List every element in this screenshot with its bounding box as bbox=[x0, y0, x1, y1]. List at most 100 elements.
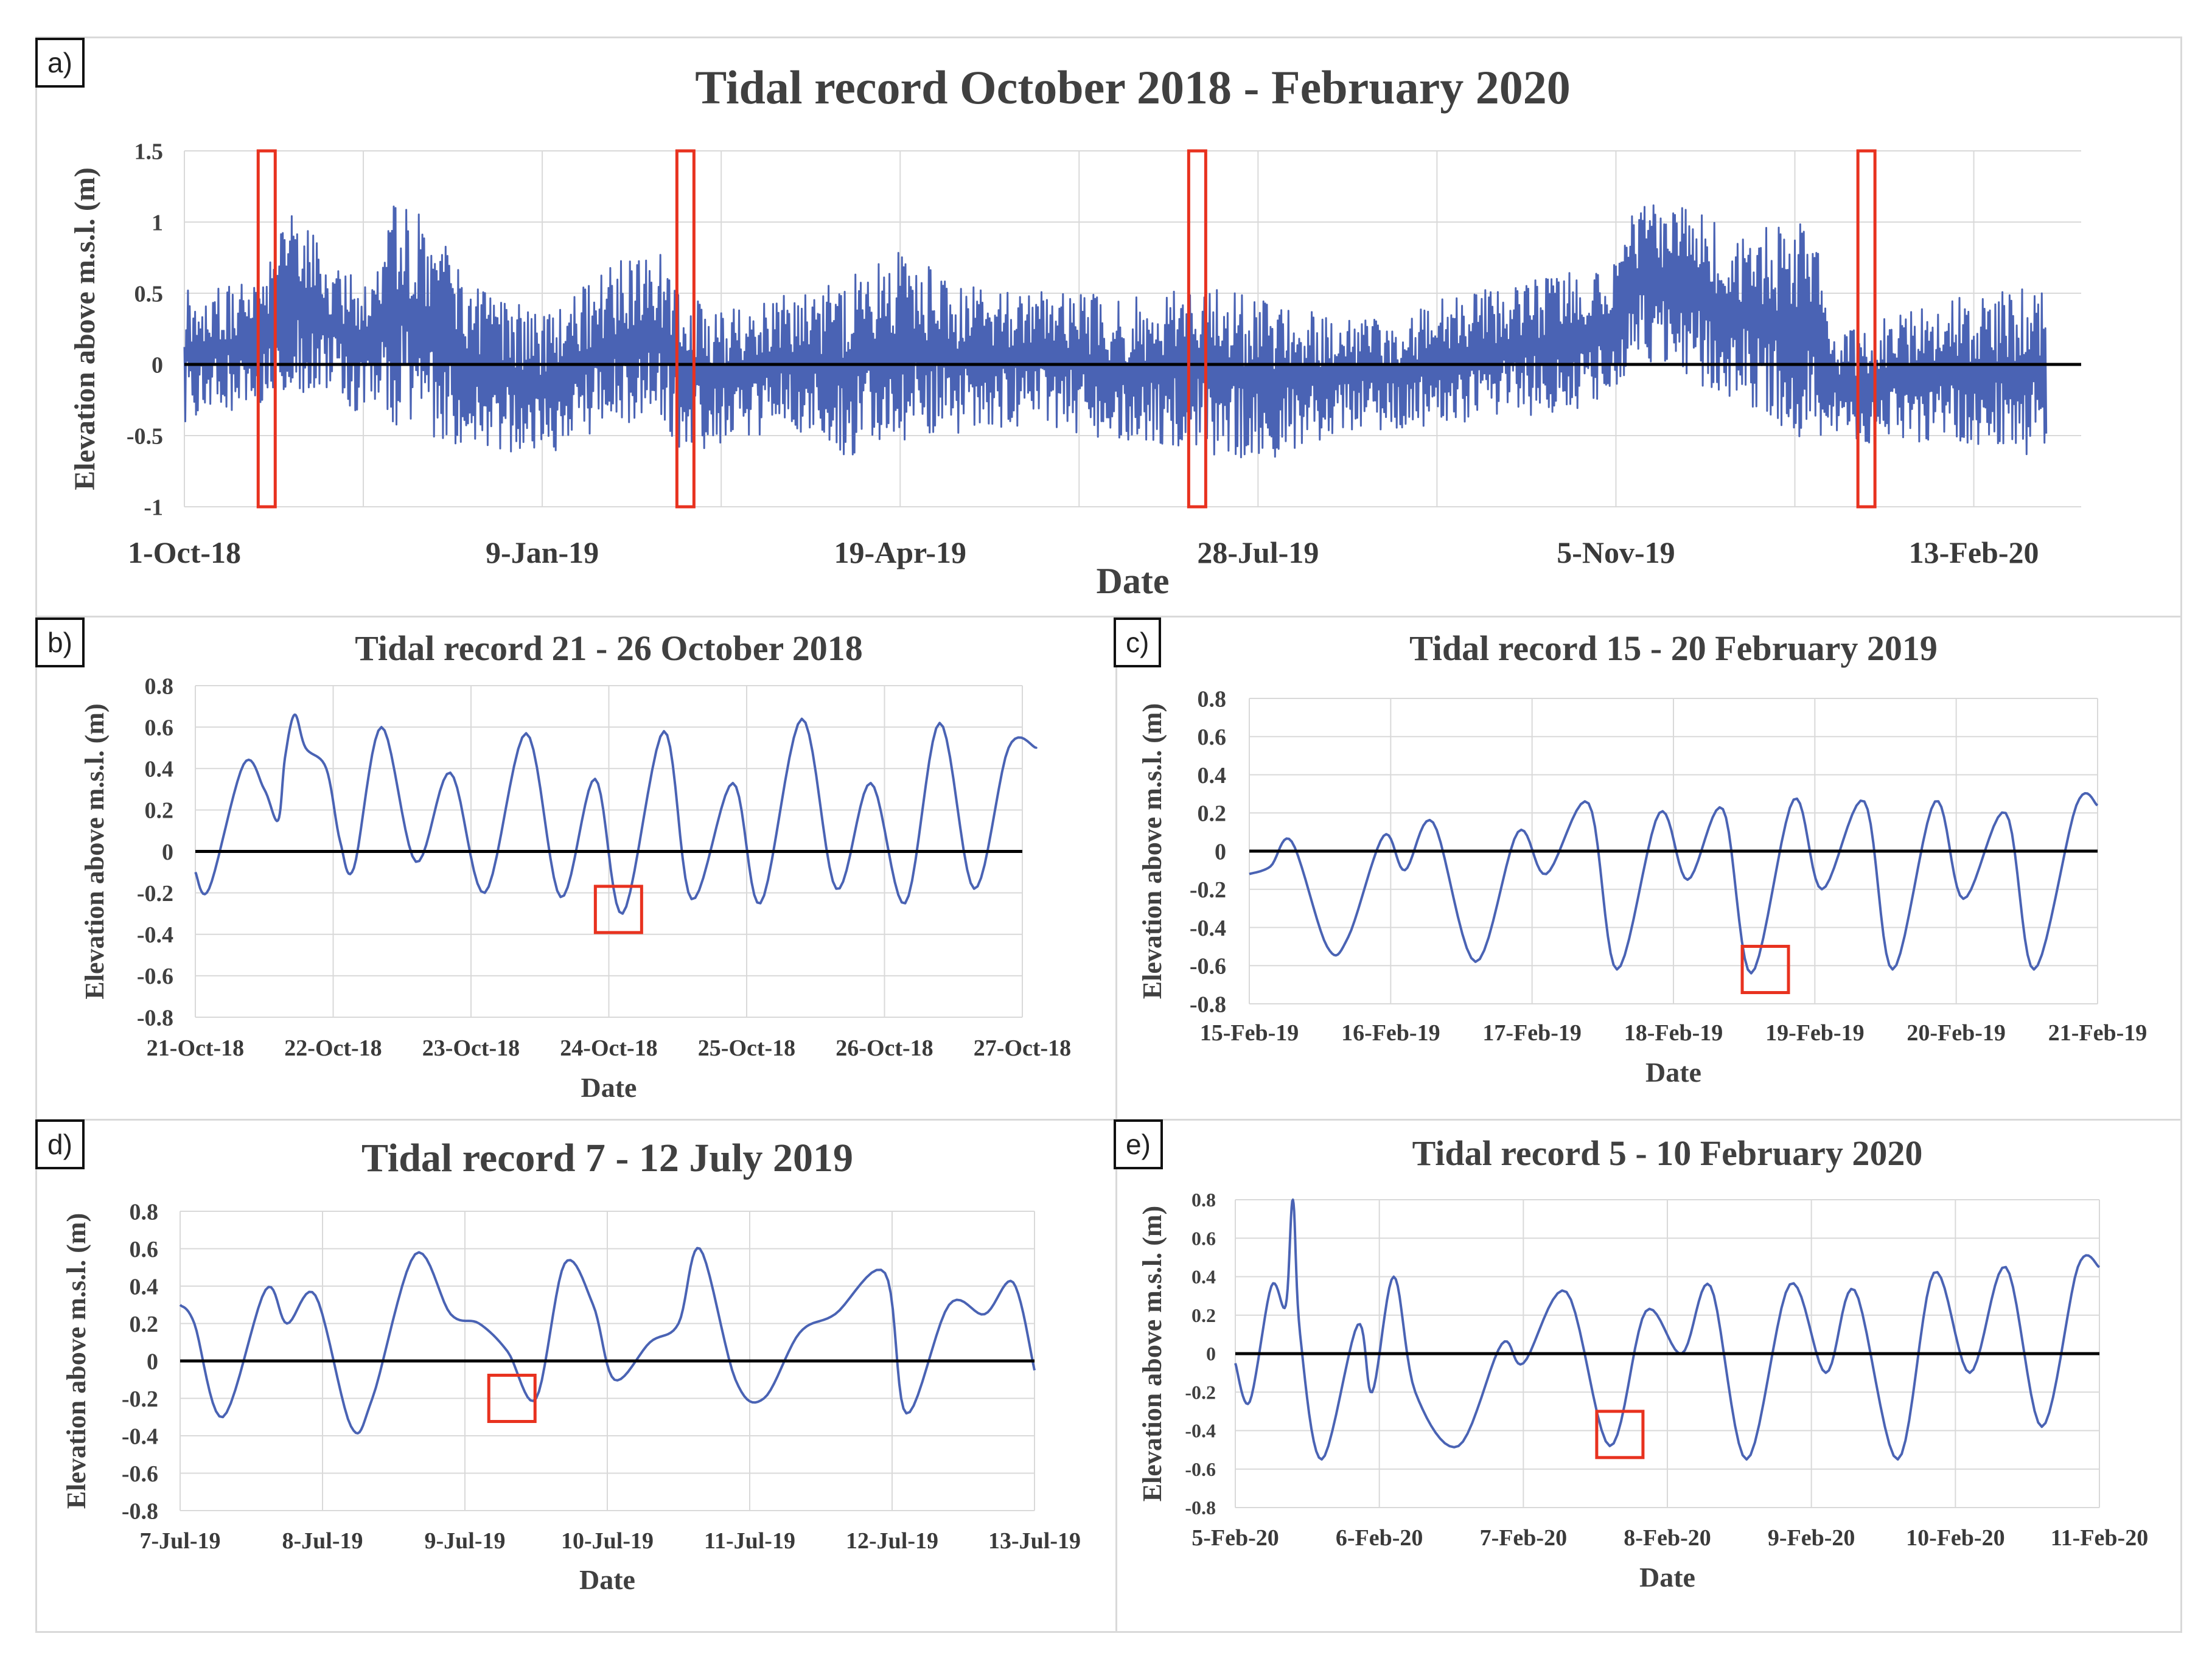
x-tick-label: 28-Jul-19 bbox=[1197, 535, 1319, 569]
chart-title: Tidal record 15 - 20 February 2019 bbox=[1409, 628, 1938, 668]
y-tick-label: 0.8 bbox=[1198, 686, 1227, 712]
y-tick-label: 1 bbox=[152, 210, 163, 235]
y-tick-label: -0.4 bbox=[137, 922, 173, 948]
series-line-tidal-elevation bbox=[194, 713, 1038, 915]
x-tick-label: 10-Feb-20 bbox=[1906, 1525, 2005, 1551]
x-tick-label: 24-Oct-18 bbox=[560, 1035, 657, 1061]
y-tick-label: -0.2 bbox=[137, 881, 173, 906]
x-axis-label: Date bbox=[1639, 1562, 1695, 1593]
y-tick-label: 0.6 bbox=[145, 715, 174, 740]
y-tick-label: -0.2 bbox=[122, 1386, 158, 1412]
chart-b-group bbox=[194, 685, 1038, 1018]
y-axis-label: Elevation above m.s.l. (m) bbox=[1137, 1206, 1167, 1501]
chart-title: Tidal record 5 - 10 February 2020 bbox=[1412, 1133, 1923, 1173]
highlight-box bbox=[675, 149, 696, 509]
y-tick-label: 0.8 bbox=[1191, 1189, 1216, 1211]
y-tick-label: 0 bbox=[152, 352, 163, 378]
highlight-box bbox=[1595, 1410, 1645, 1460]
panel-label-d: d) bbox=[35, 1119, 85, 1169]
x-tick-label: 6-Feb-20 bbox=[1336, 1525, 1423, 1551]
x-tick-label: 5-Nov-19 bbox=[1557, 535, 1675, 569]
x-tick-label: 7-Feb-20 bbox=[1480, 1525, 1568, 1551]
highlight-box bbox=[1856, 149, 1877, 509]
y-tick-label: -0.8 bbox=[1190, 992, 1226, 1017]
x-tick-label: 9-Jul-19 bbox=[425, 1528, 506, 1554]
panel-d bbox=[35, 1119, 1117, 1633]
y-tick-label: -1 bbox=[144, 495, 163, 520]
y-tick-label: -0.6 bbox=[122, 1461, 158, 1487]
y-tick-label: -0.5 bbox=[127, 423, 163, 449]
y-tick-label: -0.2 bbox=[1185, 1381, 1216, 1403]
y-tick-label: 1.5 bbox=[134, 139, 164, 164]
y-axis-label: Elevation above m.s.l. (m) bbox=[1137, 703, 1167, 999]
highlight-box bbox=[1740, 945, 1790, 995]
x-tick-label: 19-Feb-19 bbox=[1765, 1020, 1865, 1046]
highlight-box bbox=[487, 1374, 537, 1423]
y-tick-label: 0.4 bbox=[130, 1274, 159, 1299]
x-tick-label: 25-Oct-18 bbox=[698, 1035, 795, 1061]
highlight-box bbox=[1187, 149, 1207, 509]
chart-title: Tidal record 21 - 26 October 2018 bbox=[355, 628, 863, 668]
chart-title: Tidal record October 2018 - February 202… bbox=[695, 61, 1571, 114]
panel-label-c: c) bbox=[1114, 618, 1162, 667]
y-tick-label: 0 bbox=[1215, 839, 1226, 865]
y-tick-label: 0.4 bbox=[145, 757, 174, 782]
x-tick-label: 22-Oct-18 bbox=[284, 1035, 382, 1061]
y-axis-label: Elevation above m.s.l. (m) bbox=[80, 703, 110, 999]
y-tick-label: 0.6 bbox=[1198, 725, 1227, 750]
y-tick-label: -0.4 bbox=[122, 1424, 158, 1449]
x-tick-label: 13-Feb-20 bbox=[1909, 535, 2039, 569]
x-tick-label: 20-Feb-19 bbox=[1907, 1020, 2006, 1046]
y-tick-label: -0.6 bbox=[137, 964, 173, 989]
series-line-tidal-elevation bbox=[1234, 1199, 2101, 1461]
y-tick-label: 0.2 bbox=[130, 1312, 159, 1337]
x-tick-label: 18-Feb-19 bbox=[1624, 1020, 1723, 1046]
y-tick-label: -0.4 bbox=[1190, 916, 1226, 941]
x-tick-label: 21-Oct-18 bbox=[147, 1035, 244, 1061]
y-axis-label: Elevation above m.s.l. (m) bbox=[69, 167, 101, 490]
x-tick-label: 21-Feb-19 bbox=[2048, 1020, 2147, 1046]
y-tick-label: -0.8 bbox=[137, 1005, 173, 1031]
x-tick-label: 8-Jul-19 bbox=[282, 1528, 363, 1554]
x-tick-label: 5-Feb-20 bbox=[1191, 1525, 1279, 1551]
x-tick-label: 10-Jul-19 bbox=[561, 1528, 654, 1554]
x-tick-label: 11-Feb-20 bbox=[2051, 1525, 2148, 1551]
chart-c-group bbox=[1249, 698, 2099, 1004]
y-tick-label: 0.2 bbox=[1198, 801, 1227, 827]
chart-title: Tidal record 7 - 12 July 2019 bbox=[361, 1136, 853, 1180]
y-tick-label: 0.4 bbox=[1191, 1266, 1216, 1288]
panel-label-e: e) bbox=[1114, 1119, 1163, 1169]
x-axis-label: Date bbox=[1645, 1057, 1701, 1088]
chart-e-group bbox=[1234, 1199, 2101, 1508]
y-tick-label: 0 bbox=[147, 1349, 158, 1374]
x-tick-label: 23-Oct-18 bbox=[422, 1035, 520, 1061]
x-tick-label: 12-Jul-19 bbox=[846, 1528, 938, 1554]
y-tick-label: 0.8 bbox=[130, 1199, 159, 1225]
x-tick-label: 1-Oct-18 bbox=[128, 535, 241, 569]
x-tick-label: 16-Feb-19 bbox=[1341, 1020, 1440, 1046]
x-tick-label: 15-Feb-19 bbox=[1200, 1020, 1299, 1046]
x-axis-label: Date bbox=[1097, 561, 1170, 601]
y-tick-label: -0.6 bbox=[1190, 954, 1226, 979]
x-tick-label: 19-Apr-19 bbox=[834, 535, 966, 569]
y-axis-label: Elevation above m.s.l. (m) bbox=[61, 1213, 91, 1509]
series-line-tidal-elevation bbox=[1249, 792, 2099, 975]
x-tick-label: 8-Feb-20 bbox=[1624, 1525, 1711, 1551]
y-tick-label: -0.4 bbox=[1185, 1420, 1216, 1442]
y-tick-label: 0.2 bbox=[145, 798, 174, 824]
y-tick-label: -0.2 bbox=[1190, 877, 1226, 903]
series-line-tidal-elevation bbox=[179, 1247, 1036, 1435]
x-tick-label: 13-Jul-19 bbox=[988, 1528, 1081, 1554]
x-tick-label: 27-Oct-18 bbox=[974, 1035, 1071, 1061]
y-tick-label: 0.6 bbox=[1191, 1227, 1216, 1249]
series-line-tidal-elevation bbox=[183, 204, 2048, 459]
x-axis-label: Date bbox=[579, 1564, 635, 1595]
x-tick-label: 11-Jul-19 bbox=[704, 1528, 795, 1554]
y-tick-label: -0.8 bbox=[122, 1498, 158, 1524]
x-tick-label: 7-Jul-19 bbox=[140, 1528, 221, 1554]
x-tick-label: 9-Jan-19 bbox=[486, 535, 599, 569]
y-tick-label: 0 bbox=[162, 840, 173, 865]
x-tick-label: 17-Feb-19 bbox=[1482, 1020, 1582, 1046]
y-tick-label: 0.6 bbox=[130, 1237, 159, 1262]
y-tick-label: 0 bbox=[1206, 1343, 1216, 1365]
